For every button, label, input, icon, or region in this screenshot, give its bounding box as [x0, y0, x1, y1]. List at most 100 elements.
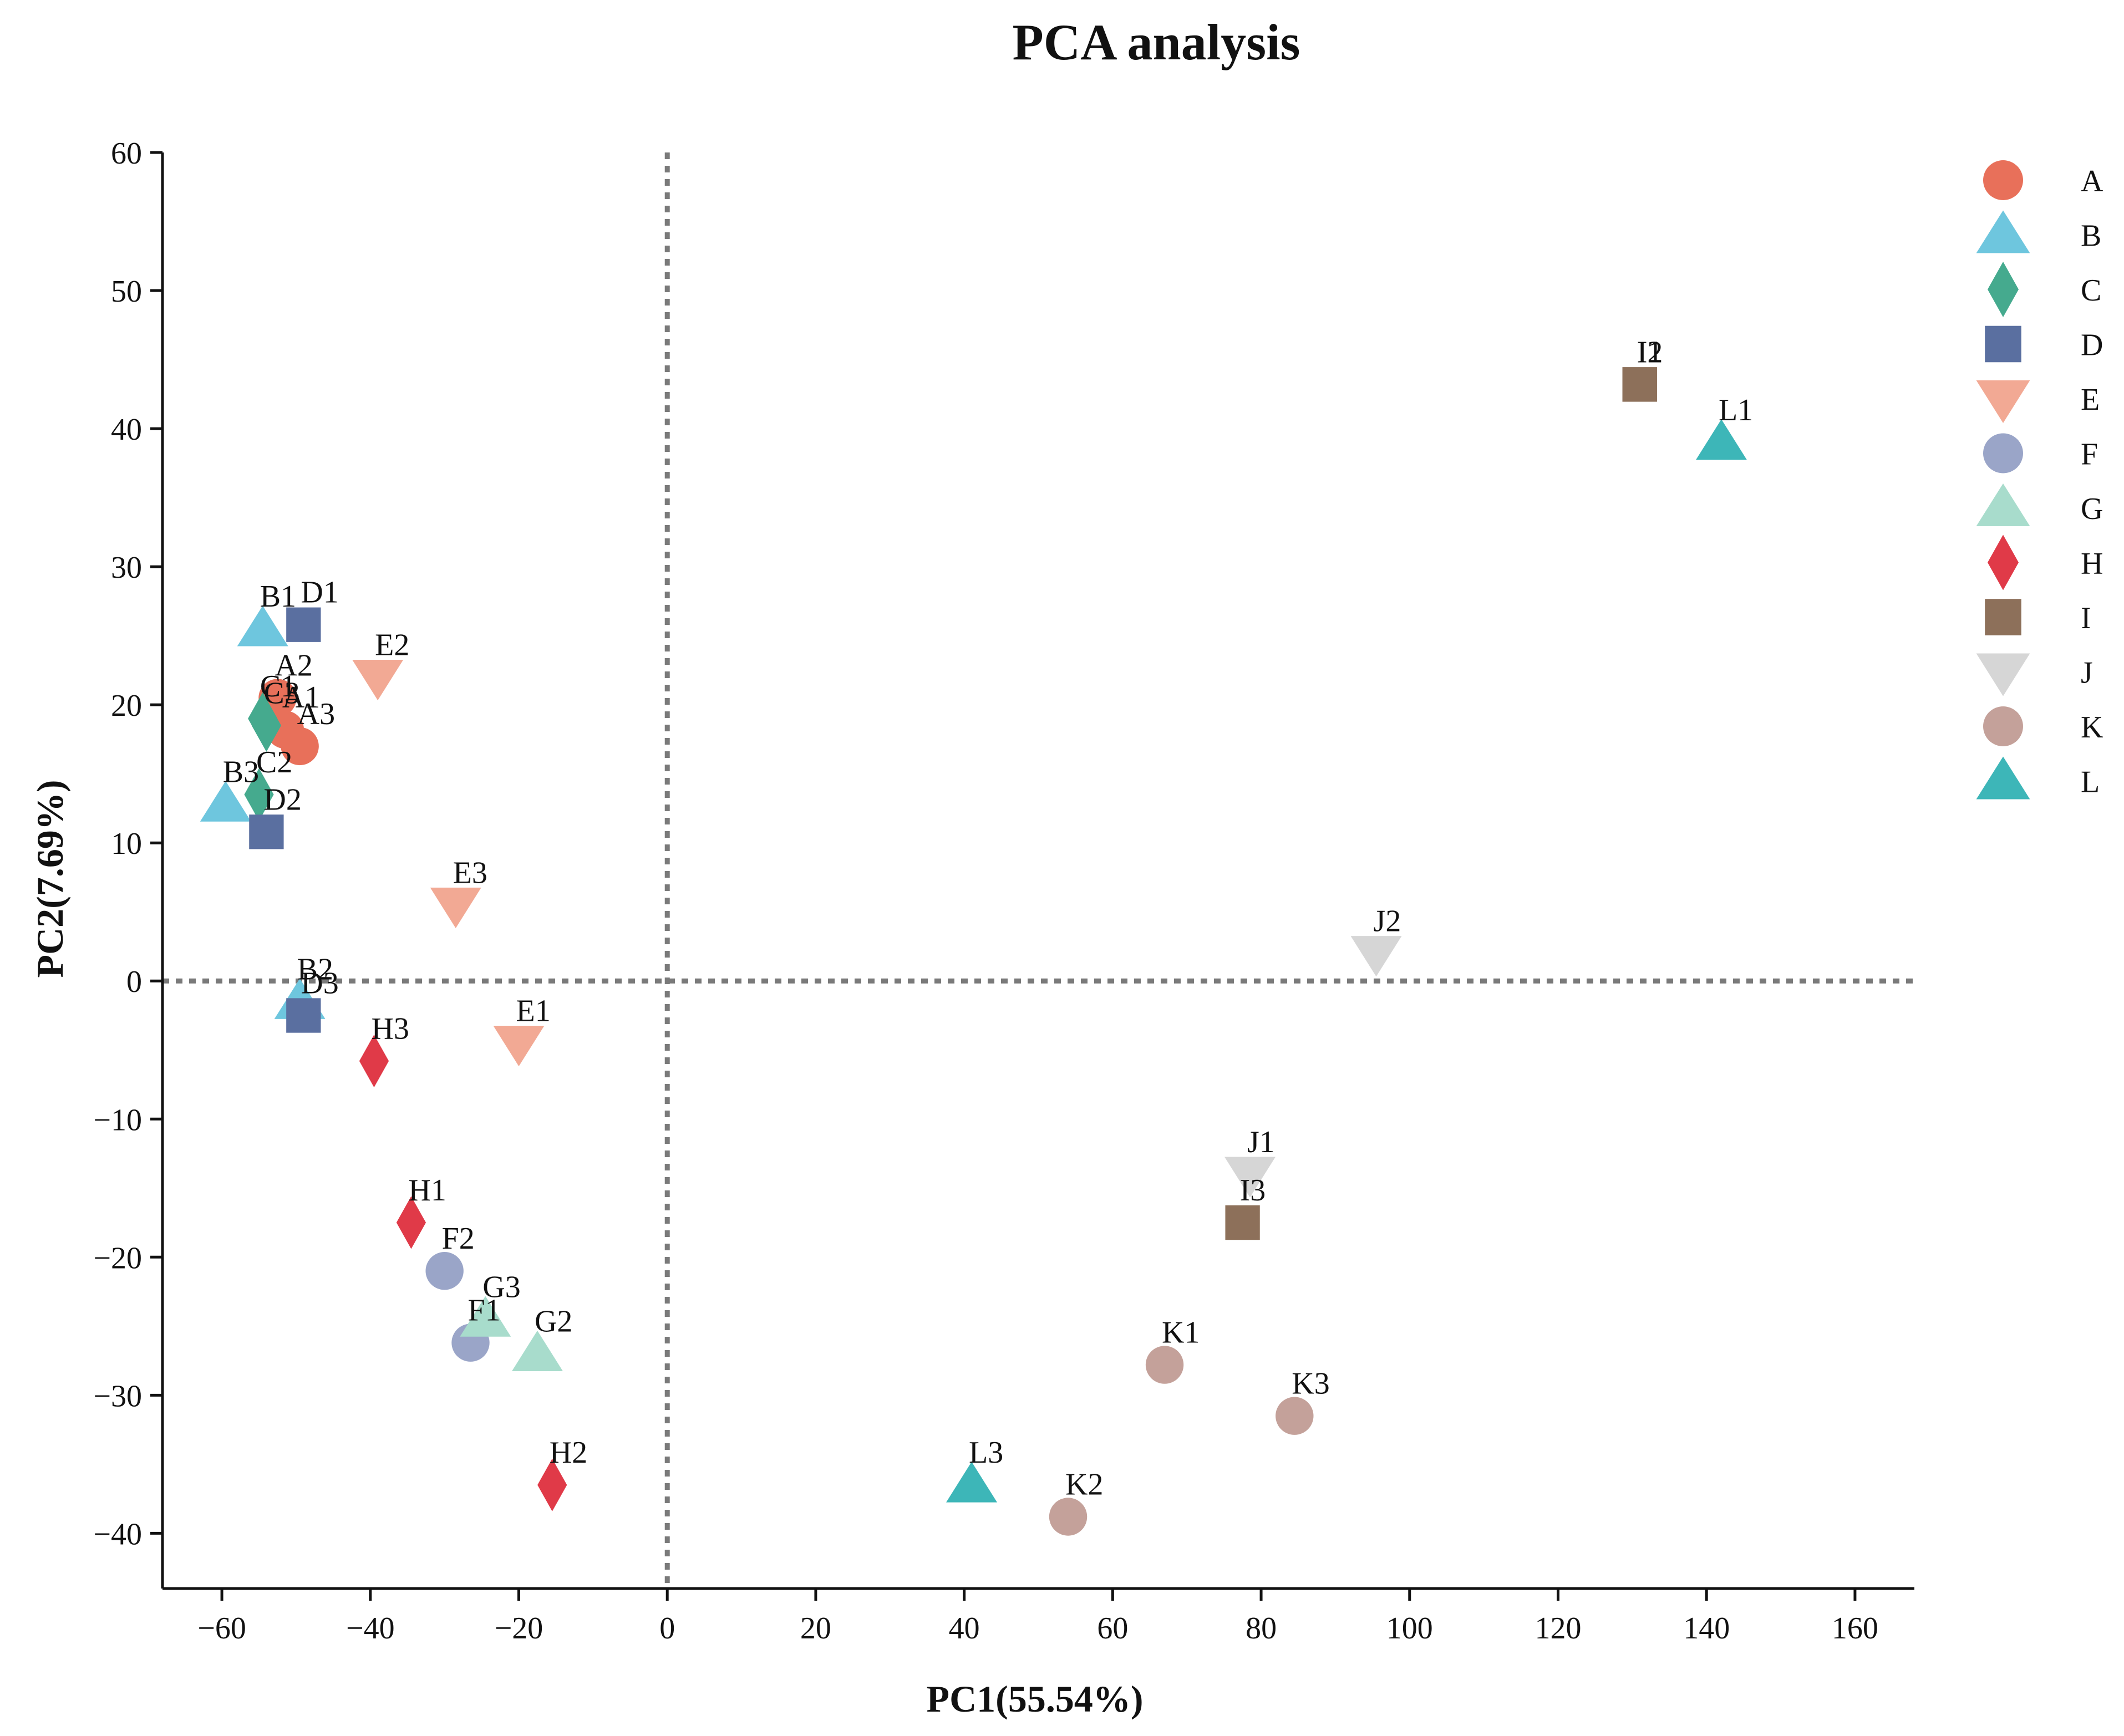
axes: −60 −40 −20 0 20 40 60 80 100 120 140 160−40−30−20−…: [93, 136, 1914, 1646]
legend-label-B: B: [2081, 219, 2101, 253]
point-label-D2: D2: [263, 782, 301, 817]
point-I3: [1225, 1205, 1260, 1240]
point-K3: [1276, 1397, 1314, 1435]
x-tick-label: −20: [495, 1611, 543, 1646]
y-tick-label: −20: [93, 1241, 142, 1275]
point-label-D3: D3: [301, 966, 338, 1000]
y-tick-label: 0: [126, 965, 142, 999]
y-tick-label: −10: [93, 1103, 142, 1137]
legend-label-D: D: [2081, 328, 2103, 363]
legend-marker-I: [1985, 599, 2021, 635]
legend-marker-B: [1976, 210, 2030, 253]
legend-marker-F: [1983, 433, 2023, 474]
legend-marker-D: [1985, 325, 2021, 363]
point-D1: [286, 607, 321, 642]
point-F2: [425, 1252, 464, 1290]
point-label-F2: F2: [442, 1221, 475, 1256]
point-label-I3: I3: [1240, 1173, 1266, 1208]
legend-label-K: K: [2081, 710, 2103, 745]
point-H1: [396, 1196, 426, 1249]
legend-label-I: I: [2081, 601, 2091, 635]
point-label-A1: A1: [282, 680, 320, 715]
point-D3: [286, 998, 321, 1033]
point-C3: [251, 699, 281, 752]
legend-label-L: L: [2081, 765, 2100, 800]
point-J2: [1350, 936, 1402, 977]
point-label-K3: K3: [1292, 1367, 1329, 1401]
point-label-H2: H2: [550, 1435, 587, 1470]
point-G2: [511, 1330, 563, 1371]
point-label-H1: H1: [408, 1173, 446, 1208]
point-A3: [281, 727, 319, 766]
point-label-E3: E3: [453, 856, 487, 890]
point-B1: [237, 605, 288, 646]
point-label-I2: I2: [1637, 335, 1663, 369]
point-label-J2: J2: [1374, 904, 1401, 938]
x-tick-label: 0: [659, 1611, 675, 1646]
legend-marker-H: [1988, 534, 2019, 590]
point-label-B2: B2: [297, 953, 333, 987]
point-B3: [200, 781, 251, 822]
legend-label-C: C: [2081, 273, 2101, 308]
x-tick-label: 20: [800, 1611, 831, 1646]
chart-title: PCA analysis: [1013, 14, 1300, 70]
x-tick-label: 40: [949, 1611, 980, 1646]
legend-label-E: E: [2081, 383, 2100, 417]
legend-marker-J: [1976, 653, 2030, 696]
x-tick-label: 140: [1683, 1611, 1730, 1646]
x-tick-label: 100: [1386, 1611, 1433, 1646]
point-G3: [460, 1296, 511, 1337]
legend-marker-K: [1983, 706, 2023, 746]
legend-marker-C: [1988, 262, 2019, 317]
y-tick-label: 20: [111, 689, 142, 723]
point-label-G2: G2: [535, 1305, 572, 1339]
x-tick-label: 80: [1246, 1611, 1277, 1646]
point-label-L1: L1: [1719, 393, 1753, 427]
x-tick-label: −40: [346, 1611, 395, 1646]
legend-marker-L: [1976, 756, 2030, 800]
legend-label-J: J: [2081, 656, 2093, 690]
x-tick-label: 60: [1097, 1611, 1128, 1646]
point-H3: [359, 1035, 389, 1088]
point-label-H3: H3: [371, 1012, 409, 1046]
point-label-J1: J1: [1247, 1125, 1275, 1159]
point-D2: [249, 814, 284, 849]
point-label-A3: A3: [297, 697, 335, 731]
x-axis-label: PC1(55.54%): [927, 1678, 1144, 1720]
point-E3: [430, 887, 481, 929]
y-tick-label: 10: [111, 827, 142, 861]
x-tick-label: −60: [197, 1611, 246, 1646]
point-L3: [946, 1462, 998, 1503]
x-tick-label: 160: [1832, 1611, 1878, 1646]
legend-marker-G: [1976, 483, 2030, 526]
y-axis-label: PC2(7.69%): [29, 780, 71, 978]
point-label-E2: E2: [375, 628, 409, 662]
y-tick-label: 60: [111, 136, 142, 171]
point-L1: [1695, 419, 1747, 460]
point-label-C3: C3: [263, 676, 299, 711]
point-label-B3: B3: [223, 755, 259, 789]
point-label-B1: B1: [260, 579, 296, 614]
legend-label-A: A: [2081, 164, 2103, 198]
legend-label-H: H: [2081, 547, 2103, 581]
point-I2: [1622, 367, 1657, 402]
point-label-K1: K1: [1162, 1316, 1200, 1350]
point-label-C1: C1: [260, 669, 296, 704]
y-tick-label: −30: [93, 1379, 142, 1413]
y-tick-label: 50: [111, 274, 142, 309]
point-label-F1: F1: [468, 1294, 501, 1328]
point-J1: [1224, 1157, 1276, 1198]
point-E1: [493, 1025, 545, 1067]
point-K1: [1145, 1346, 1184, 1384]
legend-label-F: F: [2081, 437, 2098, 472]
point-label-I1: I1: [1637, 335, 1663, 369]
point-label-G3: G3: [482, 1270, 520, 1304]
point-label-D1: D1: [301, 576, 338, 610]
point-E2: [352, 659, 404, 701]
legend-marker-A: [1983, 160, 2023, 200]
point-label-A2: A2: [275, 649, 312, 683]
y-tick-label: −40: [93, 1517, 142, 1551]
y-tick-label: 30: [111, 551, 142, 585]
point-label-C2: C2: [256, 745, 292, 780]
